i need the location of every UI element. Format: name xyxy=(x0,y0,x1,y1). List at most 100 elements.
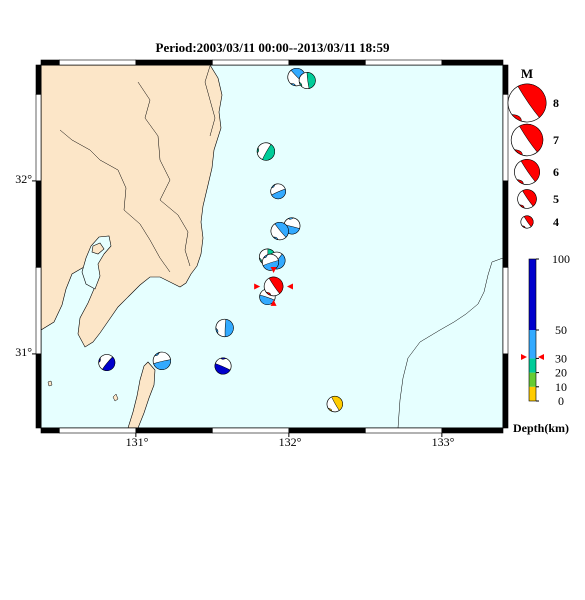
magnitude-legend-ball-compression xyxy=(521,215,534,229)
frame-segment xyxy=(135,427,213,434)
prefecture-boundary xyxy=(99,159,171,273)
frame-segment xyxy=(441,59,504,66)
depth-legend-label: 50 xyxy=(555,323,567,337)
frame-segment xyxy=(59,427,137,434)
frame-segment xyxy=(502,64,509,95)
magnitude-legend-title: M xyxy=(521,66,533,81)
coastline-detail xyxy=(204,65,216,137)
earthquake-events xyxy=(98,68,343,413)
event-beachball-compression xyxy=(98,356,116,371)
magnitude-legend-label: 6 xyxy=(553,165,559,179)
highlight-marker xyxy=(286,283,293,290)
magnitude-legend-ball xyxy=(517,189,537,209)
depth-legend-title: Depth(km) xyxy=(513,421,569,435)
event-beachball-compression xyxy=(262,254,279,271)
y-tick-label: 32° xyxy=(15,172,32,186)
event-beachball xyxy=(256,142,276,161)
event-beachball-compression xyxy=(327,396,343,412)
magnitude-legend-ball-compression xyxy=(511,83,547,122)
depth-legend-label: 10 xyxy=(555,380,567,394)
magnitude-legend-ball xyxy=(510,123,544,157)
prefecture-boundary xyxy=(137,81,191,267)
event-beachball xyxy=(152,351,171,370)
depth-legend-label: 30 xyxy=(555,351,567,365)
highlight-marker xyxy=(270,299,277,306)
event-beachball-compression xyxy=(265,276,284,296)
frame-segment xyxy=(40,427,60,434)
frame-segment xyxy=(212,427,290,434)
frame-segment xyxy=(35,353,42,429)
magnitude-legend-ball-compression xyxy=(519,189,537,209)
magnitude-legend-label: 4 xyxy=(553,215,559,229)
frame-segment xyxy=(59,59,137,66)
event-beachball xyxy=(270,221,289,241)
depth-legend-band xyxy=(529,386,536,401)
magnitude-legend-label: 5 xyxy=(553,192,559,206)
event-beachball xyxy=(270,183,286,200)
frame-segment xyxy=(365,59,443,66)
event-beachball xyxy=(326,395,343,413)
highlight-marker xyxy=(254,283,261,290)
frame-segment xyxy=(502,267,509,355)
y-tick-label: 31° xyxy=(15,345,32,359)
depth-legend-label: 100 xyxy=(552,252,570,266)
frame-segment xyxy=(135,59,213,66)
event-beachball-compression xyxy=(153,352,171,370)
magnitude-legend-ball xyxy=(520,215,534,229)
event-beachball-compression xyxy=(214,357,231,375)
frame-segment xyxy=(40,59,60,66)
event-beachball-compression xyxy=(272,222,289,240)
event-beachball-compression xyxy=(298,72,316,89)
frame-segment xyxy=(35,180,42,268)
depth-legend-band xyxy=(529,358,536,373)
event-beachball-compression xyxy=(271,184,286,200)
depth-legend-band xyxy=(529,372,536,387)
depth-marker xyxy=(538,353,544,360)
frame-segment xyxy=(502,94,509,182)
islet xyxy=(112,393,119,402)
x-tick-label: 131° xyxy=(126,435,149,449)
magnitude-legend-ball xyxy=(514,159,540,185)
islet xyxy=(47,380,53,387)
event-beachball xyxy=(214,357,232,375)
prefecture-boundary xyxy=(59,129,101,161)
magnitude-legend-ball xyxy=(507,83,547,123)
frame-segment xyxy=(35,64,42,95)
frame-segment xyxy=(288,427,366,434)
tanegashima xyxy=(127,361,156,428)
map-title: Period:2003/03/11 00:00--2013/03/11 18:5… xyxy=(155,40,390,55)
event-beachball-compression xyxy=(256,143,275,161)
frame-segment xyxy=(502,353,509,429)
frame-segment xyxy=(35,267,42,355)
event-beachball xyxy=(215,318,234,338)
event-beachball xyxy=(98,354,116,372)
magnitude-legend-label: 8 xyxy=(553,96,559,110)
frame-segment xyxy=(212,59,290,66)
event-beachball-compression xyxy=(215,318,234,337)
sakurajima xyxy=(91,242,105,255)
map-area xyxy=(40,64,504,429)
depth-marker xyxy=(521,353,527,360)
x-tick-label: 132° xyxy=(279,435,302,449)
x-tick-label: 133° xyxy=(432,435,455,449)
magnitude-legend-label: 7 xyxy=(553,133,559,147)
magnitude-legend: M 8 7 6 5 4 xyxy=(507,66,559,229)
magnitude-legend-ball-compression xyxy=(516,159,540,185)
axis-ticks xyxy=(32,180,443,437)
frame-segment xyxy=(502,180,509,268)
event-beachball xyxy=(298,72,316,90)
trench-line xyxy=(397,257,503,428)
event-beachball xyxy=(262,253,279,271)
highlight-marker xyxy=(270,267,277,274)
map-frame xyxy=(35,59,509,434)
event-beachball xyxy=(263,276,284,297)
magnitude-legend-ball-compression xyxy=(513,123,544,156)
frame-segment xyxy=(35,94,42,182)
depth-legend-band xyxy=(529,330,536,359)
depth-legend-label: 20 xyxy=(555,366,567,380)
frame-segment xyxy=(365,427,443,434)
frame-segment xyxy=(288,59,366,66)
frame-segment xyxy=(441,427,504,434)
